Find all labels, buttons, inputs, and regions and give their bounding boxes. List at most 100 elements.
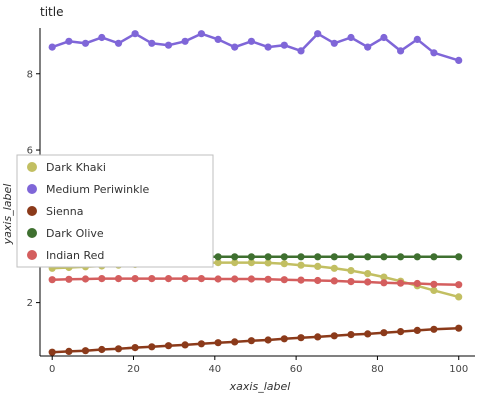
data-point-dark-olive (231, 253, 239, 261)
data-point-indian-red (330, 277, 338, 285)
data-point-indian-red (430, 280, 438, 288)
data-point-indian-red (347, 278, 355, 286)
x-tick-label: 20 (127, 364, 140, 375)
x-tick-label: 0 (49, 364, 55, 375)
data-point-sienna (247, 337, 255, 345)
legend-box (16, 154, 214, 268)
data-point-dark-olive (314, 253, 322, 261)
data-point-sienna (330, 332, 338, 340)
data-point-dark-olive (264, 253, 272, 261)
data-point-dark-olive (364, 253, 372, 261)
data-point-sienna (48, 348, 56, 356)
data-point-medium-periwinkle (330, 39, 338, 47)
data-point-medium-periwinkle (214, 35, 222, 44)
data-point-dark-olive (330, 253, 338, 261)
x-tick-label: 80 (371, 364, 384, 375)
data-point-sienna (280, 335, 288, 343)
data-point-sienna (164, 342, 173, 350)
data-point-sienna (455, 324, 463, 332)
data-point-medium-periwinkle (65, 37, 73, 45)
data-point-dark-khaki (330, 264, 338, 272)
data-point-indian-red (131, 275, 139, 283)
data-point-medium-periwinkle (347, 33, 355, 42)
data-point-sienna (231, 338, 239, 346)
data-point-dark-khaki (347, 267, 355, 275)
data-point-dark-olive (347, 253, 355, 261)
data-point-sienna (397, 328, 405, 336)
data-point-indian-red (364, 278, 372, 286)
data-point-dark-khaki (280, 260, 288, 268)
legend-marker-medium-periwinkle (27, 184, 37, 194)
data-point-sienna (430, 325, 438, 333)
data-point-sienna (148, 343, 156, 351)
data-point-dark-olive (247, 253, 255, 261)
data-point-indian-red (413, 279, 421, 288)
y-axis-label: yaxis_label (1, 184, 14, 246)
data-point-sienna (413, 326, 421, 334)
data-point-dark-khaki (231, 259, 239, 267)
data-point-indian-red (148, 275, 156, 283)
chart-title: title (40, 5, 63, 19)
data-point-sienna (114, 345, 123, 353)
data-point-sienna (380, 329, 388, 337)
data-point-indian-red (48, 276, 56, 284)
data-point-medium-periwinkle (197, 30, 205, 38)
data-point-sienna (98, 345, 106, 354)
data-point-medium-periwinkle (280, 41, 288, 49)
data-point-dark-khaki (430, 286, 438, 294)
data-point-indian-red (81, 275, 90, 283)
data-point-indian-red (197, 275, 205, 283)
data-point-sienna (264, 336, 272, 344)
data-point-sienna (81, 347, 90, 355)
data-point-dark-olive (397, 253, 405, 261)
data-point-dark-olive (297, 253, 305, 261)
data-point-indian-red (264, 275, 272, 283)
data-point-sienna (297, 334, 305, 342)
data-point-dark-olive (413, 253, 421, 261)
x-axis-label: xaxis_label (229, 380, 291, 393)
data-point-indian-red (280, 276, 288, 284)
y-tick-label: 2 (27, 298, 33, 309)
data-point-medium-periwinkle (430, 49, 438, 57)
data-point-medium-periwinkle (413, 35, 421, 44)
x-tick-label: 40 (208, 364, 221, 375)
data-point-sienna (181, 341, 189, 349)
data-point-dark-khaki (380, 273, 388, 281)
legend-marker-dark-khaki (27, 162, 37, 172)
x-tick-label: 60 (290, 364, 303, 375)
data-point-dark-olive (214, 253, 222, 261)
data-point-dark-olive (380, 253, 388, 261)
data-point-medium-periwinkle (264, 43, 272, 51)
data-point-dark-khaki (364, 270, 372, 278)
data-point-sienna (197, 340, 205, 348)
data-point-dark-olive (455, 253, 463, 261)
data-point-medium-periwinkle (455, 56, 463, 64)
data-point-indian-red (181, 275, 189, 283)
data-point-indian-red (214, 275, 222, 283)
data-point-medium-periwinkle (81, 39, 90, 47)
data-point-dark-khaki (297, 261, 305, 269)
data-point-medium-periwinkle (114, 39, 123, 47)
data-point-indian-red (314, 276, 322, 285)
data-point-medium-periwinkle (148, 39, 156, 47)
data-point-indian-red (65, 275, 73, 283)
data-point-sienna (65, 347, 73, 355)
legend-label-dark-olive: Dark Olive (46, 227, 104, 240)
data-point-indian-red (231, 275, 239, 283)
data-point-dark-olive (430, 253, 438, 261)
data-point-indian-red (297, 276, 305, 284)
legend-marker-sienna (27, 206, 37, 216)
legend-label-dark-khaki: Dark Khaki (46, 161, 106, 174)
data-point-sienna (314, 333, 322, 341)
data-point-dark-khaki (264, 259, 272, 267)
data-point-dark-khaki (247, 259, 255, 267)
data-point-dark-khaki (214, 259, 222, 267)
data-point-medium-periwinkle (297, 47, 305, 55)
data-point-medium-periwinkle (247, 37, 255, 45)
data-point-medium-periwinkle (314, 30, 322, 38)
data-point-indian-red (380, 279, 388, 287)
data-point-medium-periwinkle (164, 41, 173, 49)
legend-label-sienna: Sienna (46, 205, 84, 218)
data-point-medium-periwinkle (48, 43, 56, 51)
